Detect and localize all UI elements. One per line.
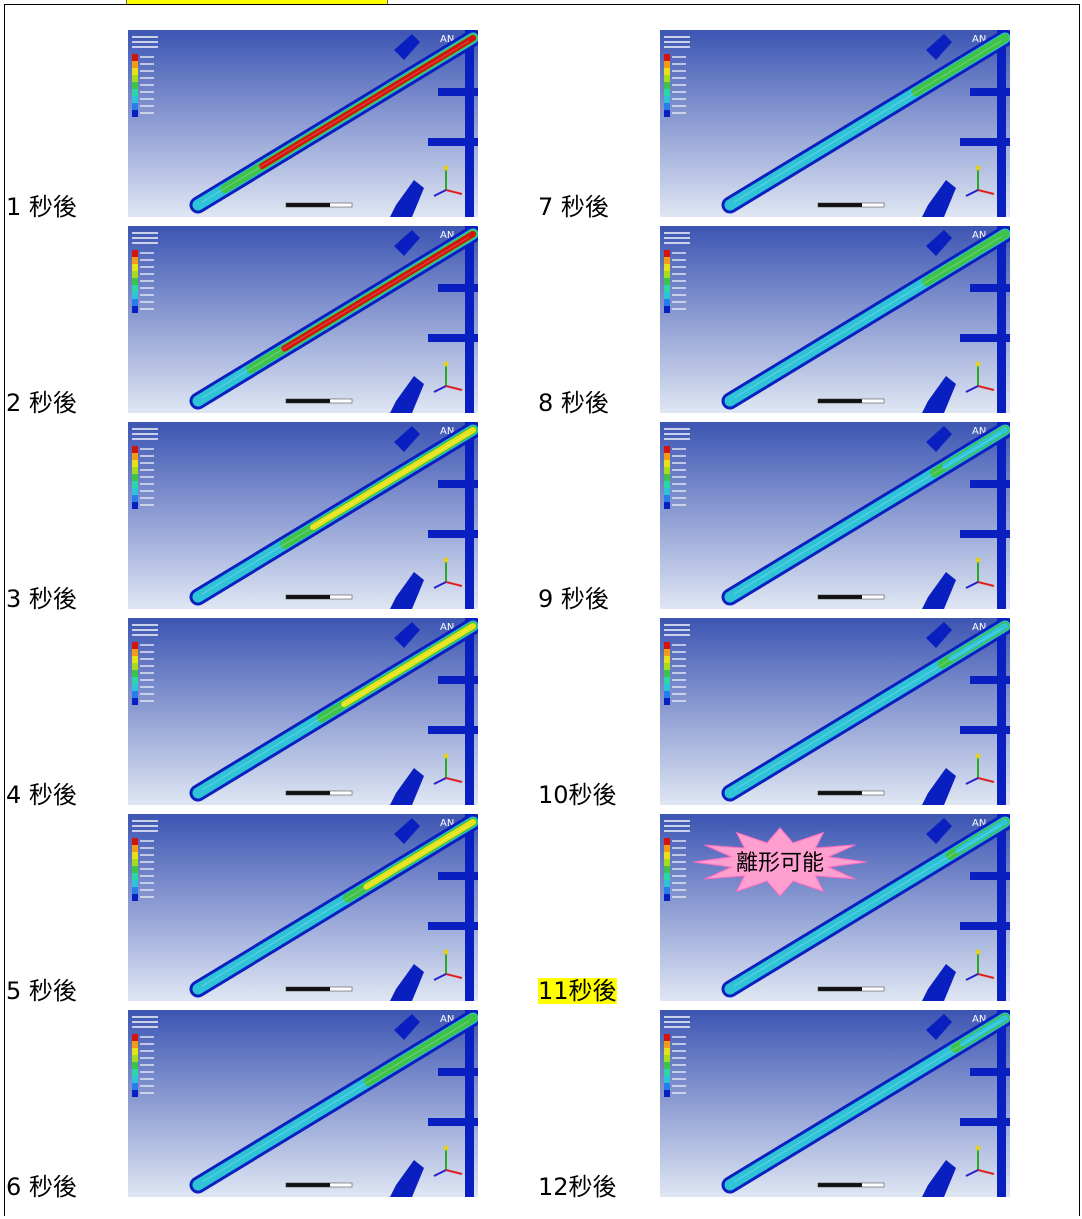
simulation-panel: AN [128,226,478,413]
simulation-panel: AN [660,226,1010,413]
time-label: 7 秒後 [538,193,609,221]
time-label: 12秒後 [538,1173,617,1201]
time-label: 8 秒後 [538,389,609,417]
frame-row: 1 秒後 AN 7 秒後 AN [0,30,1082,226]
brand-mark: AN [440,818,454,829]
brand-mark: AN [972,34,986,45]
simulation-panel: AN [660,1010,1010,1197]
time-label: 9 秒後 [538,585,609,613]
stress-contour-image: AN [128,1010,478,1197]
brand-mark: AN [440,1014,454,1025]
brand-mark: AN [972,230,986,241]
document-frame [4,4,1080,1216]
stress-contour-image: AN [128,30,478,217]
time-label: 3 秒後 [6,585,77,613]
brand-mark: AN [972,1014,986,1025]
simulation-panel: AN [660,422,1010,609]
frame-row: 6 秒後 AN 12秒後 AN [0,1010,1082,1206]
time-label: 5 秒後 [6,977,77,1005]
brand-mark: AN [440,622,454,633]
stress-contour-image: AN [128,422,478,609]
frame-row: 3 秒後 AN 9 秒後 AN [0,422,1082,618]
brand-mark: AN [972,622,986,633]
stress-contour-image: AN [660,1010,1010,1197]
simulation-panel: AN [660,618,1010,805]
simulation-panel: AN [128,422,478,609]
frame-row: 5 秒後 AN 11秒後 AN 離形可能 [0,814,1082,1010]
time-label: 6 秒後 [6,1173,77,1201]
time-label: 1 秒後 [6,193,77,221]
brand-mark: AN [972,818,986,829]
frame-row: 4 秒後 AN 10秒後 AN [0,618,1082,814]
frame-row: 2 秒後 AN 8 秒後 AN [0,226,1082,422]
simulation-panel: AN [128,814,478,1001]
time-label: 4 秒後 [6,781,77,809]
stress-contour-image: AN [128,814,478,1001]
simulation-panel: AN [128,618,478,805]
time-label: 11秒後 [538,977,617,1005]
stress-contour-image: AN [660,30,1010,217]
stress-contour-image: AN 離形可能 [660,814,1010,1001]
time-label: 10秒後 [538,781,617,809]
brand-mark: AN [440,34,454,45]
stress-contour-image: AN [128,618,478,805]
brand-mark: AN [440,230,454,241]
brand-mark: AN [972,426,986,437]
simulation-panel: AN [128,1010,478,1197]
stress-contour-image: AN [660,226,1010,413]
simulation-panel: AN [128,30,478,217]
stress-contour-image: AN [660,422,1010,609]
time-label: 2 秒後 [6,389,77,417]
stress-contour-image: AN [660,618,1010,805]
release-possible-callout: 離形可能 [736,851,824,876]
simulation-panel: AN [660,30,1010,217]
simulation-panel: AN 離形可能 [660,814,1010,1001]
brand-mark: AN [440,426,454,437]
stress-contour-image: AN [128,226,478,413]
